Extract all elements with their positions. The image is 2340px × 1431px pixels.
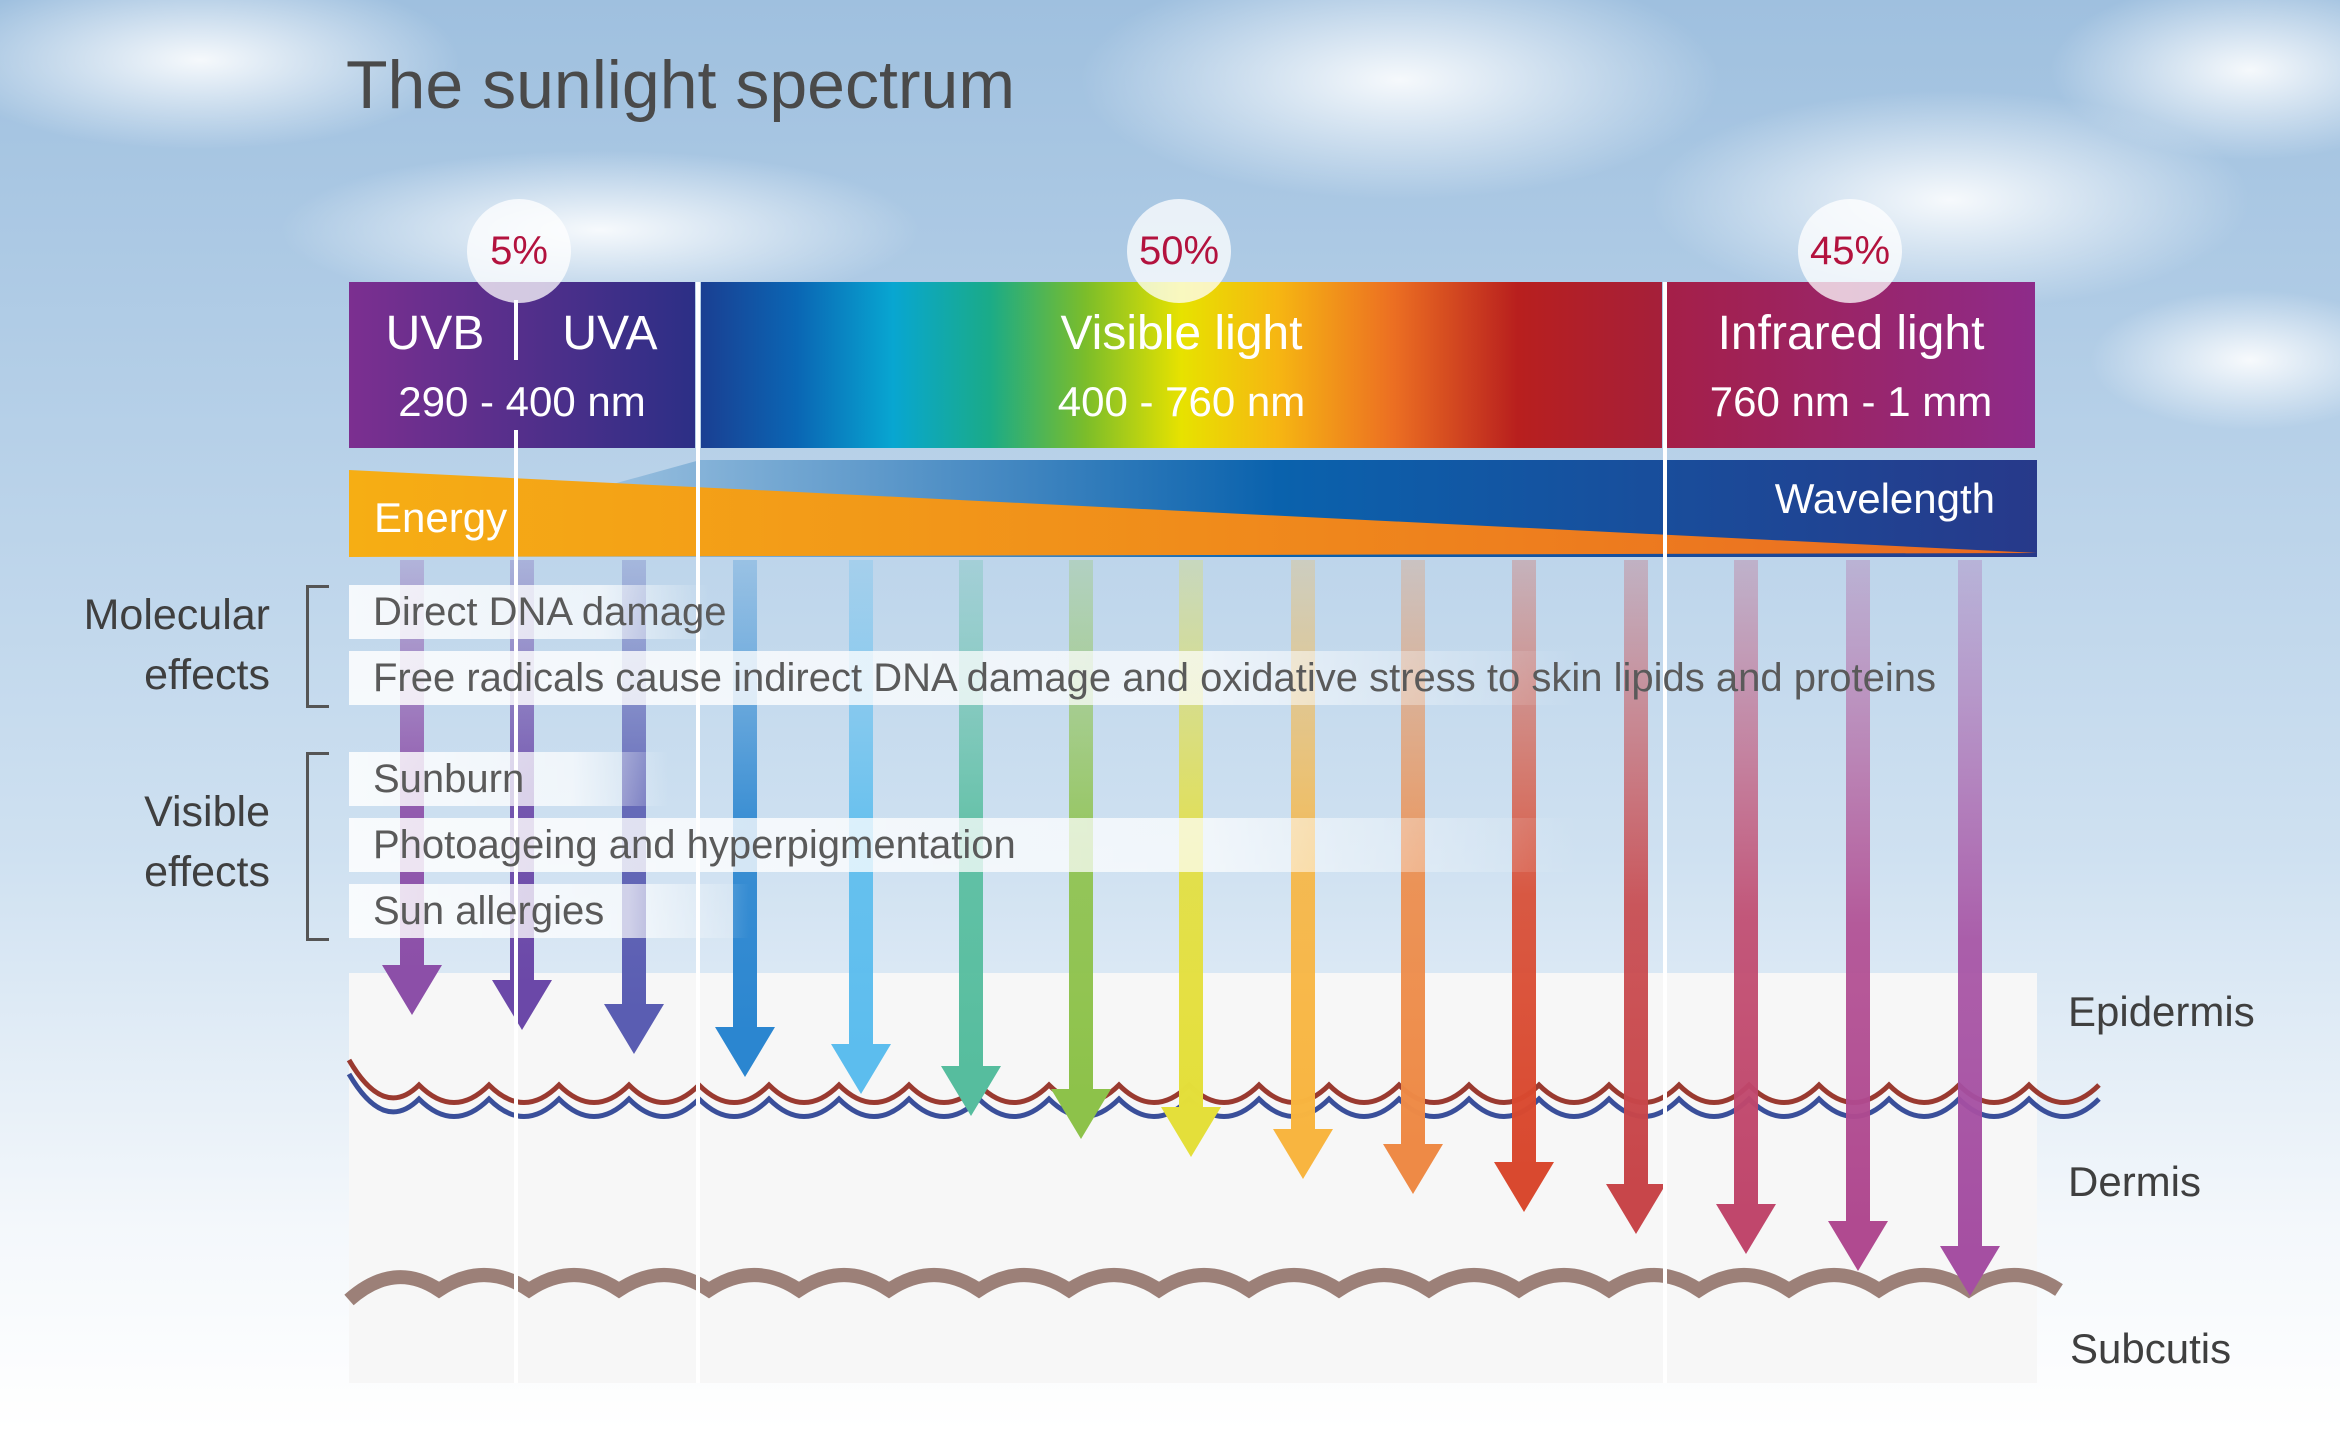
arrow-head: [1051, 1089, 1111, 1139]
arrow-shaft: [1624, 560, 1648, 1189]
visible-bracket: [306, 752, 329, 941]
arrow-shaft: [1734, 560, 1758, 1209]
arrow-head: [1940, 1246, 2000, 1296]
arrow-head: [1716, 1204, 1776, 1254]
molecular-bracket: [306, 585, 329, 708]
uvb-label: UVB: [385, 307, 485, 360]
infrared-label: Infrared light: [1717, 307, 1985, 360]
arrow-13: [1716, 560, 1776, 1254]
uv-percent-badge: 5%: [467, 199, 571, 303]
layer-epidermis: Epidermis: [2068, 988, 2255, 1035]
arrow-15: [1940, 560, 2000, 1296]
wavelength-label: Wavelength: [1774, 475, 1995, 522]
layer-dermis: Dermis: [2068, 1158, 2201, 1205]
arrow-head: [1161, 1107, 1221, 1157]
energy-wedge: [349, 470, 2037, 557]
visible-band: [701, 282, 1662, 448]
arrow-shaft: [1846, 560, 1870, 1226]
spectrum-bar: [349, 282, 2035, 448]
visible-percent-badge: 50%: [1127, 199, 1231, 303]
arrow-4: [715, 560, 775, 1077]
page-title: The sunlight spectrum: [346, 47, 1015, 123]
infrared-band: [1667, 282, 2035, 448]
blood-vessel: [346, 1072, 2101, 1119]
skin-texture: [344, 1058, 2101, 1306]
visible-effects-heading: Visible effects: [40, 782, 270, 902]
arrow-head: [604, 1004, 664, 1054]
energy-label: Energy: [374, 494, 508, 541]
uv-band: [349, 282, 695, 448]
effect-sun-allergies: Sun allergies: [349, 884, 749, 938]
layer-subcutis: Subcutis: [2070, 1325, 2232, 1372]
visible-range: 400 - 760 nm: [1057, 378, 1306, 425]
arrow-head: [382, 965, 442, 1015]
arrow-head: [1494, 1162, 1554, 1212]
effect-sunburn: Sunburn: [349, 752, 669, 806]
infrared-percent-badge: 45%: [1798, 199, 1902, 303]
arrow-14: [1828, 560, 1888, 1271]
arrow-shaft: [849, 560, 873, 1049]
arrow-shaft: [959, 560, 983, 1071]
arrow-head: [492, 980, 552, 1030]
infrared-range: 760 nm - 1 mm: [1709, 378, 1993, 425]
arrow-6: [941, 560, 1001, 1116]
heading-line: Molecular: [83, 591, 270, 639]
effect-photoageing: Photoageing and hyperpigmentation: [349, 818, 1579, 872]
arrow-12: [1606, 560, 1666, 1234]
energy-wavelength-band: [349, 460, 2037, 557]
visible-label: Visible light: [1060, 307, 1303, 360]
arrow-head: [1828, 1221, 1888, 1271]
blood-vessel: [346, 1058, 2101, 1105]
uva-label: UVA: [562, 307, 658, 360]
effect-free-radicals: Free radicals cause indirect DNA damage …: [349, 651, 1936, 705]
molecular-effects-heading: Molecular effects: [40, 585, 270, 705]
uv-range: 290 - 400 nm: [398, 378, 646, 425]
arrow-head: [1383, 1144, 1443, 1194]
arrow-5: [831, 560, 891, 1094]
arrow-head: [831, 1044, 891, 1094]
arrow-shaft: [1958, 560, 1982, 1251]
arrow-head: [941, 1066, 1001, 1116]
heading-line: Visible: [144, 788, 270, 836]
arrow-head: [1273, 1129, 1333, 1179]
arrow-head: [715, 1027, 775, 1077]
effect-direct-dna-damage: Direct DNA damage: [349, 585, 726, 639]
arrow-head: [1606, 1184, 1666, 1234]
heading-line: effects: [144, 848, 270, 896]
dermal-fiber: [344, 1268, 2063, 1306]
heading-line: effects: [144, 651, 270, 699]
arrow-shaft: [733, 560, 757, 1032]
